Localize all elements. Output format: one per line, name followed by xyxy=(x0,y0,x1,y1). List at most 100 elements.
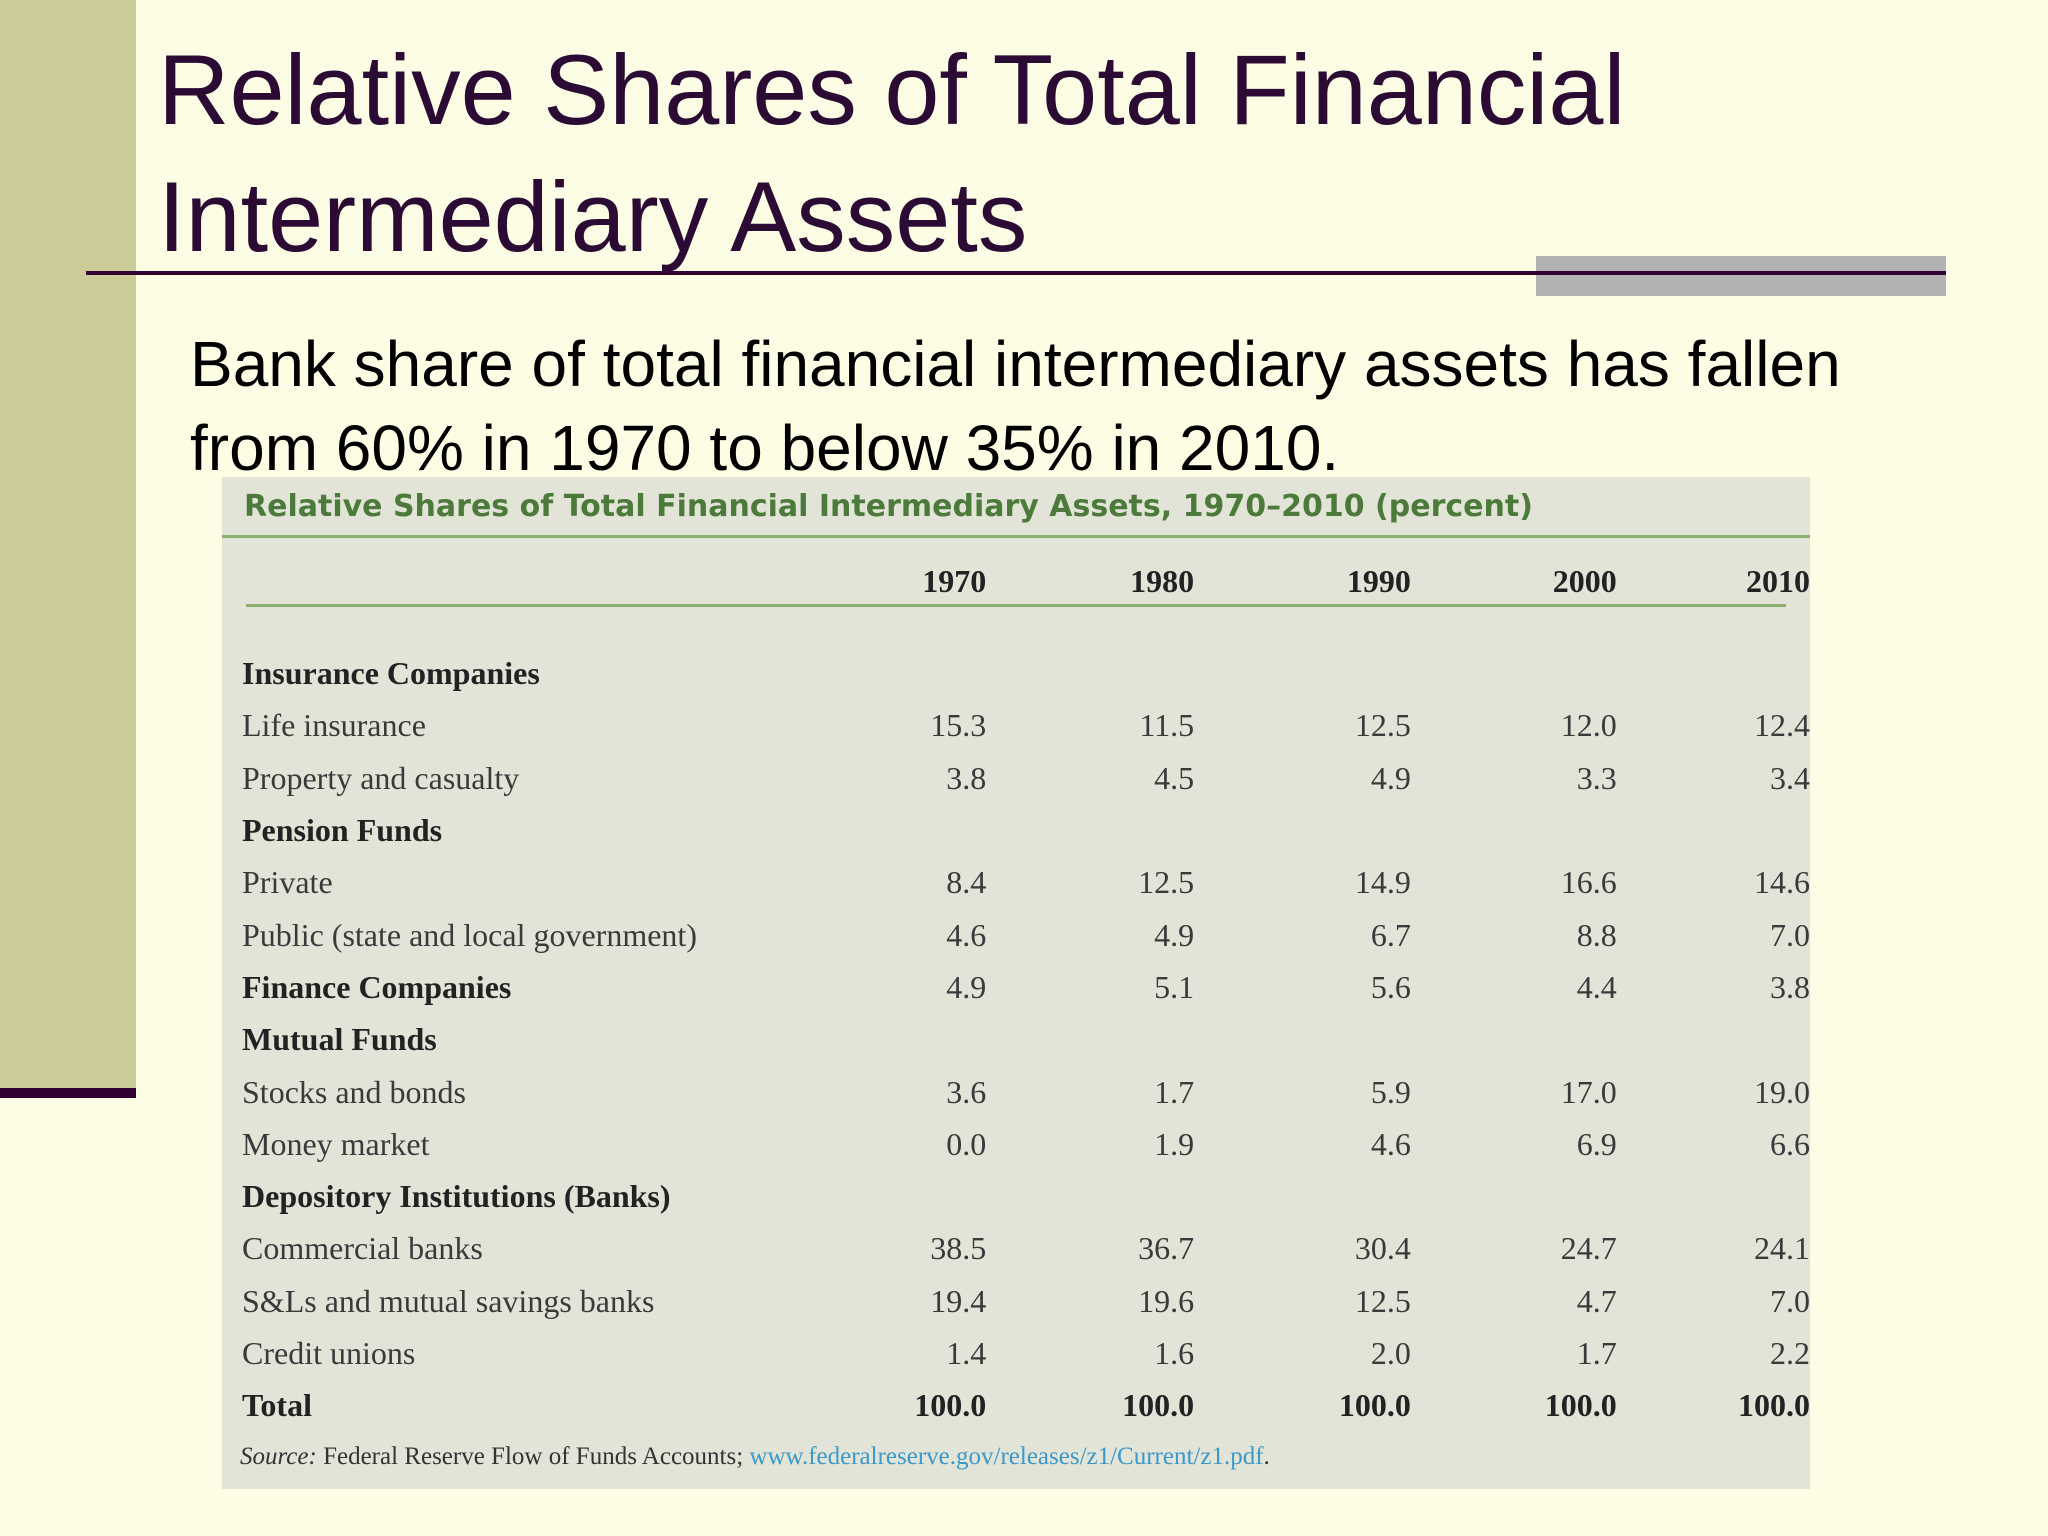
row-label: Money market xyxy=(242,1125,430,1162)
value-cell: 6.7 xyxy=(1370,916,1411,953)
value-cell xyxy=(1411,804,1617,856)
value-cell: 4.9 xyxy=(1370,759,1411,796)
value-cell: 4.5 xyxy=(1154,759,1195,796)
slide-title: Relative Shares of Total Financial Inter… xyxy=(158,34,1626,272)
value-cell: 7.0 xyxy=(1770,916,1810,953)
value-cell: 2.0 xyxy=(1370,1335,1411,1371)
value-cell xyxy=(842,1013,986,1065)
value-cell: 1.7 xyxy=(1576,1335,1617,1371)
row-label: Public (state and local government) xyxy=(242,916,697,953)
value-cell xyxy=(986,1170,1194,1222)
value-cell: 5.9 xyxy=(1370,1073,1411,1110)
decorative-sidebar xyxy=(0,0,136,1088)
table-body: Insurance Companies Life insurance 15.3 11.… xyxy=(242,611,1810,1431)
value-cell: 100.0 xyxy=(1338,1387,1411,1424)
value-cell xyxy=(1194,1170,1411,1222)
value-cell: 19.0 xyxy=(1754,1073,1810,1110)
value-cell xyxy=(1194,1013,1411,1065)
value-cell: 3.3 xyxy=(1576,759,1617,796)
table-row: Commercial banks 38.5 36.7 30.4 24.7 24.1 xyxy=(242,1222,1810,1274)
column-header: 1970 xyxy=(922,562,987,599)
value-cell: 100.0 xyxy=(914,1387,987,1424)
value-cell: 11.5 xyxy=(1139,707,1195,744)
value-cell: 14.9 xyxy=(1354,864,1411,901)
value-cell: 36.7 xyxy=(1138,1230,1195,1267)
value-cell: 19.4 xyxy=(930,1282,987,1319)
value-cell xyxy=(1617,647,1810,699)
row-label: Depository Institutions (Banks) xyxy=(242,1178,671,1215)
value-cell: 100.0 xyxy=(1738,1387,1810,1424)
value-cell xyxy=(986,804,1194,856)
header-row: 1970 1980 1990 2000 2010 xyxy=(242,551,1810,611)
table-row: Credit unions 1.4 1.6 2.0 1.7 2.2 xyxy=(242,1327,1810,1379)
value-cell: 17.0 xyxy=(1560,1073,1617,1110)
value-cell: 8.8 xyxy=(1576,916,1617,953)
value-cell xyxy=(1194,647,1411,699)
value-cell: 16.6 xyxy=(1560,864,1617,901)
table-row: Life insurance 15.3 11.5 12.5 12.0 12.4 xyxy=(242,699,1810,751)
value-cell: 2.2 xyxy=(1770,1335,1810,1371)
value-cell: 4.6 xyxy=(946,916,987,953)
value-cell: 6.6 xyxy=(1770,1125,1810,1162)
value-cell: 30.4 xyxy=(1354,1230,1411,1267)
row-label: Insurance Companies xyxy=(242,655,540,692)
value-cell xyxy=(1617,804,1810,856)
value-cell: 19.6 xyxy=(1138,1282,1195,1319)
data-table: 1970 1980 1990 2000 2010 Insurance Compa… xyxy=(242,551,1810,1431)
row-label: Mutual Funds xyxy=(242,1021,437,1058)
value-cell: 1.9 xyxy=(1154,1125,1195,1162)
value-cell: 14.6 xyxy=(1754,864,1810,901)
value-cell: 3.8 xyxy=(946,759,987,796)
category-row: Insurance Companies xyxy=(242,647,1810,699)
sidebar-accent-line xyxy=(0,1088,136,1098)
value-cell: 1.6 xyxy=(1154,1335,1195,1371)
row-label: Stocks and bonds xyxy=(242,1073,466,1110)
value-cell: 3.6 xyxy=(946,1073,987,1110)
slide-subtitle: Bank share of total financial intermedia… xyxy=(190,328,1841,484)
row-label: Property and casualty xyxy=(242,759,520,796)
value-cell: 12.5 xyxy=(1354,1282,1411,1319)
value-cell xyxy=(842,804,986,856)
value-cell xyxy=(986,647,1194,699)
table-row: Stocks and bonds 3.6 1.7 5.9 17.0 19.0 xyxy=(242,1065,1810,1117)
value-cell: 4.6 xyxy=(1370,1125,1411,1162)
value-cell xyxy=(1617,1013,1810,1065)
value-cell xyxy=(1411,647,1617,699)
value-cell: 1.4 xyxy=(946,1335,987,1371)
value-cell xyxy=(1617,1170,1810,1222)
column-header: 1990 xyxy=(1346,562,1411,599)
caption-divider xyxy=(222,535,1810,538)
category-row: Finance Companies 4.9 5.1 5.6 4.4 3.8 xyxy=(242,961,1810,1013)
value-cell: 12.4 xyxy=(1754,707,1810,744)
value-cell: 12.0 xyxy=(1560,707,1617,744)
value-cell: 4.9 xyxy=(1154,916,1195,953)
value-cell: 12.5 xyxy=(1138,864,1195,901)
table-row: S&Ls and mutual savings banks 19.4 19.6 12.… xyxy=(242,1275,1810,1327)
value-cell xyxy=(986,1013,1194,1065)
value-cell: 4.4 xyxy=(1576,968,1617,1005)
value-cell xyxy=(1194,804,1411,856)
value-cell: 6.9 xyxy=(1576,1125,1617,1162)
total-row: Total 100.0 100.0 100.0 100.0 100.0 xyxy=(242,1379,1810,1431)
header-label-cell xyxy=(242,551,842,611)
table-panel: Relative Shares of Total Financial Inter… xyxy=(222,477,1810,1489)
title-divider-accent xyxy=(1536,256,1946,296)
table-spacer-row xyxy=(242,611,1810,647)
value-cell: 3.4 xyxy=(1770,759,1810,796)
value-cell: 4.9 xyxy=(946,968,987,1005)
value-cell xyxy=(1411,1170,1617,1222)
source-link[interactable]: www.federalreserve.gov/releases/z1/Curre… xyxy=(749,1443,1264,1470)
row-label: Finance Companies xyxy=(242,968,512,1005)
value-cell: 5.6 xyxy=(1370,968,1411,1005)
category-row: Depository Institutions (Banks) xyxy=(242,1170,1810,1222)
value-cell: 4.7 xyxy=(1576,1282,1617,1319)
category-row: Mutual Funds xyxy=(242,1013,1810,1065)
value-cell: 24.1 xyxy=(1754,1230,1810,1267)
source-prefix: Source: xyxy=(240,1443,317,1470)
value-cell: 100.0 xyxy=(1122,1387,1195,1424)
row-label: Life insurance xyxy=(242,707,426,744)
value-cell xyxy=(1411,1013,1617,1065)
value-cell: 24.7 xyxy=(1560,1230,1617,1267)
source-suffix: . xyxy=(1263,1443,1270,1470)
value-cell: 5.1 xyxy=(1154,968,1195,1005)
